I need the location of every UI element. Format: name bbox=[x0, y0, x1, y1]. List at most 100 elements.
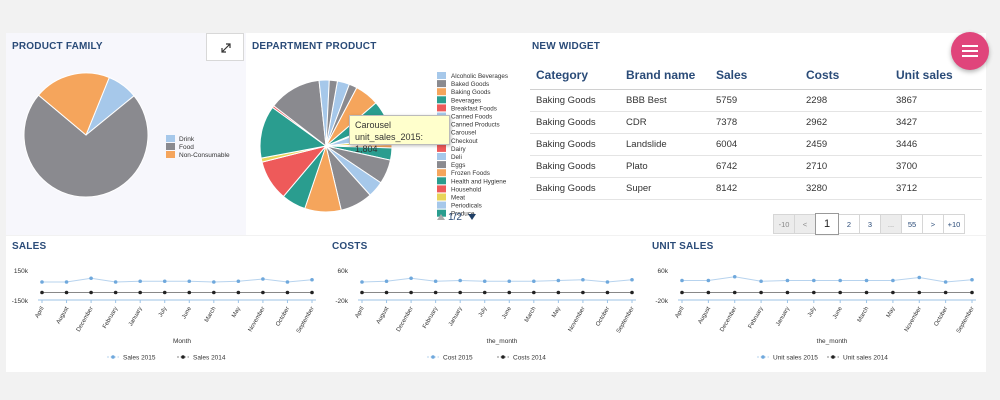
series-point bbox=[433, 279, 438, 284]
series-point bbox=[532, 290, 536, 295]
menu-fab-button[interactable] bbox=[951, 32, 989, 70]
legend-label: Household bbox=[451, 186, 482, 193]
x-tick-label: July bbox=[807, 306, 818, 318]
legend-page-down-icon bbox=[468, 214, 476, 220]
table-cell: 2459 bbox=[800, 133, 890, 156]
series-point bbox=[630, 277, 634, 282]
column-header[interactable]: Sales bbox=[710, 62, 800, 90]
legend-label: Breakfast Foods bbox=[451, 105, 497, 112]
x-tick-label: August bbox=[698, 306, 713, 325]
x-tick-label: May bbox=[231, 306, 242, 319]
x-tick-label: September bbox=[616, 306, 636, 334]
y-tick-label: 60k bbox=[338, 268, 349, 275]
legend-label: Alcoholic Beverages bbox=[451, 73, 508, 80]
table-row[interactable]: Baking Goods Super 8142 3280 3712 bbox=[530, 177, 982, 200]
table-row[interactable]: Baking Goods Landslide 6004 2459 3446 bbox=[530, 133, 982, 156]
table-cell: 3700 bbox=[890, 155, 982, 178]
series-point bbox=[759, 290, 763, 295]
series-point bbox=[812, 278, 816, 283]
legend-page-indicator: 1/2 bbox=[448, 212, 462, 223]
series-point bbox=[409, 290, 413, 295]
page-forward-10-button[interactable]: +10 bbox=[943, 214, 965, 234]
x-tick-label: February bbox=[102, 306, 119, 330]
legend-swatch bbox=[166, 143, 175, 150]
legend-page-up-icon bbox=[437, 214, 445, 220]
x-tick-label: April bbox=[35, 306, 46, 319]
legend-label: Food bbox=[179, 144, 194, 151]
series-point bbox=[785, 290, 790, 295]
series-point bbox=[812, 290, 816, 295]
x-tick-label: October bbox=[595, 306, 611, 327]
page-prev-button[interactable]: < bbox=[794, 214, 816, 234]
new-widget-table: Category Brand name Sales Costs Unit sal… bbox=[530, 62, 982, 200]
table-row[interactable]: Baking Goods Plato 6742 2710 3700 bbox=[530, 155, 982, 178]
expand-button[interactable] bbox=[206, 33, 244, 61]
page-back-10-button[interactable]: -10 bbox=[773, 214, 795, 234]
x-tick-label: May bbox=[886, 306, 897, 319]
legend-label: Canned Foods bbox=[451, 114, 492, 121]
table-cell: Baking Goods bbox=[530, 89, 620, 112]
page-2-button[interactable]: 2 bbox=[838, 214, 860, 234]
legend-label: Drink bbox=[179, 136, 195, 143]
series-point bbox=[212, 280, 216, 284]
legend-swatch bbox=[166, 151, 175, 158]
series-point bbox=[605, 280, 610, 284]
series-point bbox=[732, 290, 737, 295]
table-cell: Super bbox=[620, 177, 710, 200]
table-cell: 3712 bbox=[890, 177, 982, 200]
column-header[interactable]: Costs bbox=[800, 62, 890, 90]
unit-sales-title: UNIT SALES bbox=[652, 241, 714, 252]
x-tick-label: February bbox=[422, 306, 439, 330]
tooltip-name: Carousel bbox=[355, 120, 392, 130]
column-header[interactable]: Brand name bbox=[620, 62, 710, 90]
legend-swatch bbox=[437, 161, 446, 169]
x-tick-label: March bbox=[204, 306, 218, 323]
series-point bbox=[458, 290, 462, 295]
series-point bbox=[970, 277, 974, 282]
table-cell: 3280 bbox=[800, 177, 890, 200]
table-cell: Baking Goods bbox=[530, 133, 620, 156]
x-tick-label: June bbox=[501, 305, 513, 320]
legend-swatch bbox=[437, 96, 446, 104]
series-point bbox=[507, 290, 512, 295]
series-point bbox=[40, 280, 44, 284]
page-55-button[interactable]: 55 bbox=[901, 214, 923, 234]
pie-slice bbox=[23, 94, 149, 198]
x-tick-label: December bbox=[76, 306, 95, 333]
table-cell: 6004 bbox=[710, 133, 800, 156]
series-point bbox=[458, 278, 462, 283]
x-tick-label: December bbox=[396, 306, 415, 333]
expand-icon bbox=[221, 43, 231, 53]
x-tick-label: July bbox=[478, 306, 489, 318]
page-1-button[interactable]: 1 bbox=[815, 213, 839, 235]
product-family-title: PRODUCT FAMILY bbox=[12, 41, 103, 52]
series-point bbox=[187, 290, 192, 295]
table-row[interactable]: Baking Goods CDR 7378 2962 3427 bbox=[530, 111, 982, 134]
series-point bbox=[630, 290, 634, 295]
series-line bbox=[42, 277, 313, 283]
chart-tooltip: Carousel unit_sales_2015: 1,804 bbox=[349, 115, 450, 154]
x-tick-label: March bbox=[857, 306, 871, 323]
table-cell: BBB Best bbox=[620, 89, 710, 112]
column-header[interactable]: Category bbox=[530, 62, 620, 90]
series-point bbox=[507, 279, 512, 284]
page-3-button[interactable]: 3 bbox=[859, 214, 881, 234]
legend-swatch bbox=[437, 169, 446, 177]
series-point bbox=[113, 290, 118, 295]
page-next-button[interactable]: > bbox=[922, 214, 944, 234]
series-point bbox=[706, 278, 711, 283]
series-point bbox=[162, 290, 167, 295]
table-row[interactable]: Baking Goods BBB Best 5759 2298 3867 bbox=[530, 89, 982, 112]
costs-panel bbox=[326, 236, 646, 372]
x-tick-label: March bbox=[524, 306, 538, 323]
series-point bbox=[680, 290, 684, 295]
x-tick-label: December bbox=[719, 306, 738, 333]
series-point bbox=[236, 279, 241, 284]
legend-swatch bbox=[166, 135, 175, 142]
series-point bbox=[943, 280, 948, 284]
legend-swatch bbox=[437, 209, 446, 217]
series-point bbox=[236, 290, 241, 295]
legend-label: Sales 2015 bbox=[123, 355, 156, 362]
series-point bbox=[187, 279, 192, 284]
legend-label: Health and Hygiene bbox=[451, 178, 507, 185]
